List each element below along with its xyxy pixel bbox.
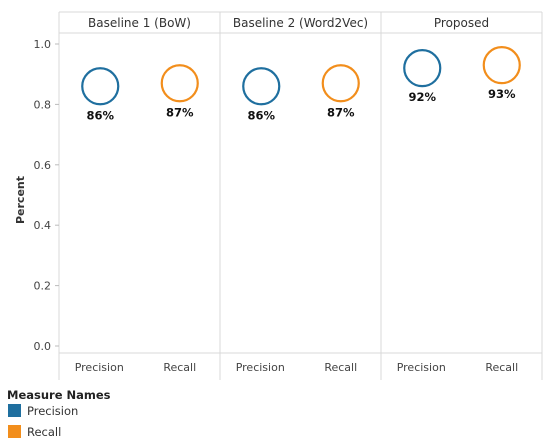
data-label: 87%: [327, 105, 355, 119]
legend-label-precision: Precision: [27, 404, 78, 418]
data-point-recall: [321, 64, 360, 103]
y-tick-label: 1.0: [34, 38, 52, 51]
legend: Precision Recall: [8, 404, 78, 439]
x-tick-label: Recall: [485, 361, 518, 374]
data-point-recall: [160, 64, 199, 103]
data-label: 93%: [488, 87, 516, 101]
panel-title: Baseline 2 (Word2Vec): [233, 16, 368, 30]
chart-layer: 1.0 0.8 0.6 0.4 0.2 0.0 Baseline 1 (BoW) 86% 87%…: [34, 11, 543, 380]
legend-title: Measure Names: [7, 388, 111, 402]
data-point-precision: [242, 67, 281, 106]
x-tick-label: Recall: [163, 361, 196, 374]
legend-swatch-precision: [8, 404, 21, 417]
data-point-recall: [482, 46, 521, 85]
panel-title: Proposed: [434, 16, 489, 30]
y-axis-title: Percent: [14, 176, 27, 224]
y-tick-label: 0.4: [34, 219, 52, 232]
data-label: 92%: [408, 90, 436, 104]
x-tick-label: Precision: [75, 361, 124, 374]
y-tick-label: 0.6: [34, 159, 52, 172]
y-tick-label: 0.0: [34, 340, 52, 353]
y-tick-label: 0.2: [34, 280, 52, 293]
data-point-precision: [403, 49, 442, 88]
data-point-precision: [81, 67, 120, 106]
data-label: 86%: [247, 108, 275, 122]
panel-header-band: [59, 12, 542, 33]
legend-label-recall: Recall: [27, 425, 61, 439]
y-tick-label: 0.8: [34, 98, 52, 111]
x-tick-label: Precision: [236, 361, 285, 374]
x-tick-label: Recall: [324, 361, 357, 374]
panel-title: Baseline 1 (BoW): [88, 16, 191, 30]
data-label: 87%: [166, 105, 194, 119]
x-tick-label: Precision: [397, 361, 446, 374]
data-label: 86%: [86, 108, 114, 122]
legend-swatch-recall: [8, 425, 21, 438]
